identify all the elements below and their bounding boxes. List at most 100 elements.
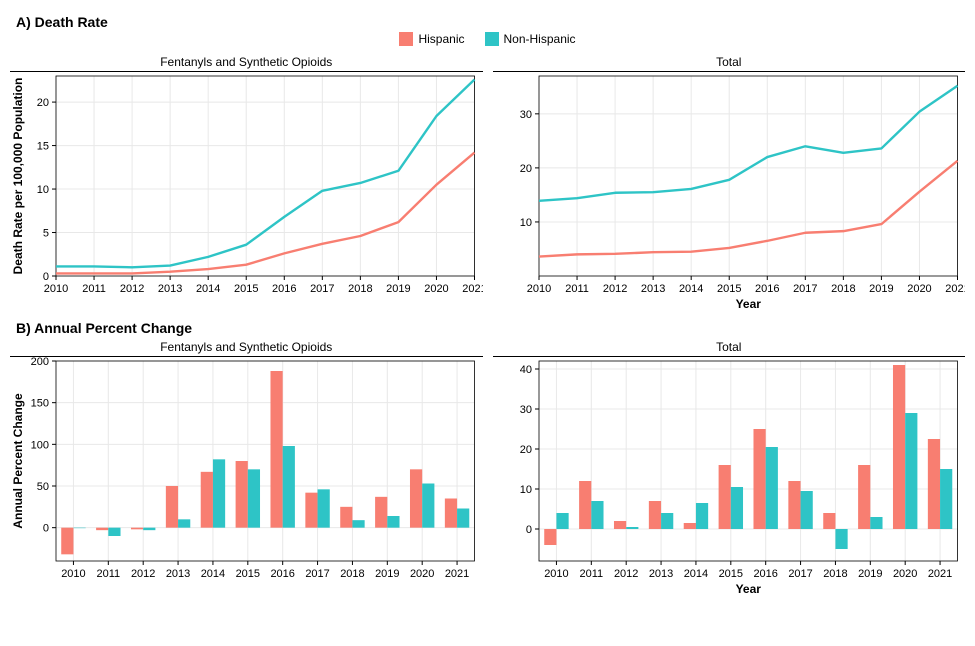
bar-nonhispanic [870, 517, 882, 529]
svg-text:40: 40 [519, 364, 531, 376]
svg-text:0: 0 [43, 523, 49, 535]
svg-text:200: 200 [31, 357, 49, 368]
svg-text:100: 100 [31, 439, 49, 451]
y-axis-label: Death Rate per 100,000 Population [11, 78, 25, 275]
svg-text:2011: 2011 [579, 568, 603, 580]
svg-text:2014: 2014 [196, 283, 220, 295]
legend-swatch [485, 32, 499, 46]
bar-hispanic [753, 429, 765, 529]
bar-nonhispanic [457, 509, 469, 528]
bar-hispanic [613, 521, 625, 529]
svg-text:2015: 2015 [236, 568, 260, 580]
bar-nonhispanic [422, 484, 434, 528]
svg-text:2021: 2021 [462, 283, 482, 295]
svg-text:2020: 2020 [892, 568, 916, 580]
svg-text:2017: 2017 [305, 568, 329, 580]
svg-text:2011: 2011 [96, 568, 120, 580]
svg-text:2018: 2018 [823, 568, 847, 580]
bar-hispanic [544, 529, 556, 545]
svg-text:2020: 2020 [410, 568, 434, 580]
x-axis-label: Year [735, 297, 761, 311]
svg-text:20: 20 [519, 444, 531, 456]
svg-text:2016: 2016 [753, 568, 777, 580]
bar-chart: 0501001502002010201120122013201420152016… [10, 357, 483, 597]
svg-text:2018: 2018 [340, 568, 364, 580]
svg-text:2010: 2010 [44, 283, 68, 295]
bar-nonhispanic [108, 528, 120, 536]
bar-hispanic [648, 501, 660, 529]
bar-chart: 0102030402010201120122013201420152016201… [493, 357, 966, 597]
svg-text:2013: 2013 [640, 283, 664, 295]
svg-text:2017: 2017 [788, 568, 812, 580]
bar-nonhispanic [143, 528, 155, 531]
svg-text:2012: 2012 [120, 283, 144, 295]
bar-nonhispanic [283, 446, 295, 528]
svg-text:2017: 2017 [793, 283, 817, 295]
bar-nonhispanic [905, 413, 917, 529]
facet-strip: Total [493, 338, 966, 357]
bar-nonhispanic [940, 469, 952, 529]
svg-text:2021: 2021 [927, 568, 951, 580]
svg-text:10: 10 [519, 217, 531, 229]
svg-text:2019: 2019 [869, 283, 893, 295]
bar-nonhispanic [213, 459, 225, 527]
svg-text:2011: 2011 [565, 283, 589, 295]
bar-nonhispanic [248, 469, 260, 527]
bar-hispanic [445, 499, 457, 528]
svg-text:2015: 2015 [718, 568, 742, 580]
svg-text:2012: 2012 [131, 568, 155, 580]
legend: Hispanic Non-Hispanic [10, 32, 965, 49]
bar-nonhispanic [800, 491, 812, 529]
line-hispanic [539, 161, 958, 257]
bar-hispanic [823, 513, 835, 529]
facet-strip: Fentanyls and Synthetic Opioids [10, 338, 483, 357]
bar-hispanic [201, 472, 213, 528]
bar-nonhispanic [387, 516, 399, 528]
bar-hispanic [892, 365, 904, 529]
svg-text:10: 10 [37, 184, 49, 196]
bar-hispanic [236, 461, 248, 528]
svg-text:0: 0 [525, 524, 531, 536]
line-chart: 1020302010201120122013201420152016201720… [493, 72, 966, 312]
bar-hispanic [579, 481, 591, 529]
svg-text:2013: 2013 [158, 283, 182, 295]
line-nonhispanic [539, 86, 958, 201]
bar-nonhispanic [352, 520, 364, 528]
bar-hispanic [858, 465, 870, 529]
svg-text:30: 30 [519, 404, 531, 416]
legend-label: Non-Hispanic [504, 32, 576, 46]
bar-hispanic [340, 507, 352, 528]
facet: Fentanyls and Synthetic Opioids051015202… [10, 53, 483, 312]
svg-text:2021: 2021 [445, 568, 469, 580]
facet-row: Fentanyls and Synthetic Opioids050100150… [10, 338, 965, 597]
facet-strip: Total [493, 53, 966, 72]
bar-hispanic [166, 486, 178, 528]
svg-text:2015: 2015 [716, 283, 740, 295]
bar-nonhispanic [661, 513, 673, 529]
bar-nonhispanic [765, 447, 777, 529]
bar-hispanic [718, 465, 730, 529]
bar-nonhispanic [626, 527, 638, 529]
bar-hispanic [61, 528, 73, 555]
legend-item: Hispanic [399, 32, 464, 46]
svg-text:150: 150 [31, 398, 49, 410]
svg-text:2017: 2017 [310, 283, 334, 295]
svg-text:2015: 2015 [234, 283, 258, 295]
bar-hispanic [375, 497, 387, 528]
svg-text:50: 50 [37, 481, 49, 493]
svg-text:30: 30 [519, 109, 531, 121]
svg-text:10: 10 [519, 484, 531, 496]
svg-text:2014: 2014 [201, 568, 225, 580]
svg-text:2020: 2020 [424, 283, 448, 295]
bar-hispanic [927, 439, 939, 529]
svg-text:2013: 2013 [166, 568, 190, 580]
bar-nonhispanic [835, 529, 847, 549]
svg-text:2021: 2021 [945, 283, 965, 295]
svg-text:20: 20 [37, 97, 49, 109]
svg-text:2016: 2016 [270, 568, 294, 580]
bar-nonhispanic [318, 489, 330, 527]
facet-row: Fentanyls and Synthetic Opioids051015202… [10, 53, 965, 312]
svg-text:2014: 2014 [683, 568, 707, 580]
svg-text:2019: 2019 [386, 283, 410, 295]
svg-text:2012: 2012 [602, 283, 626, 295]
